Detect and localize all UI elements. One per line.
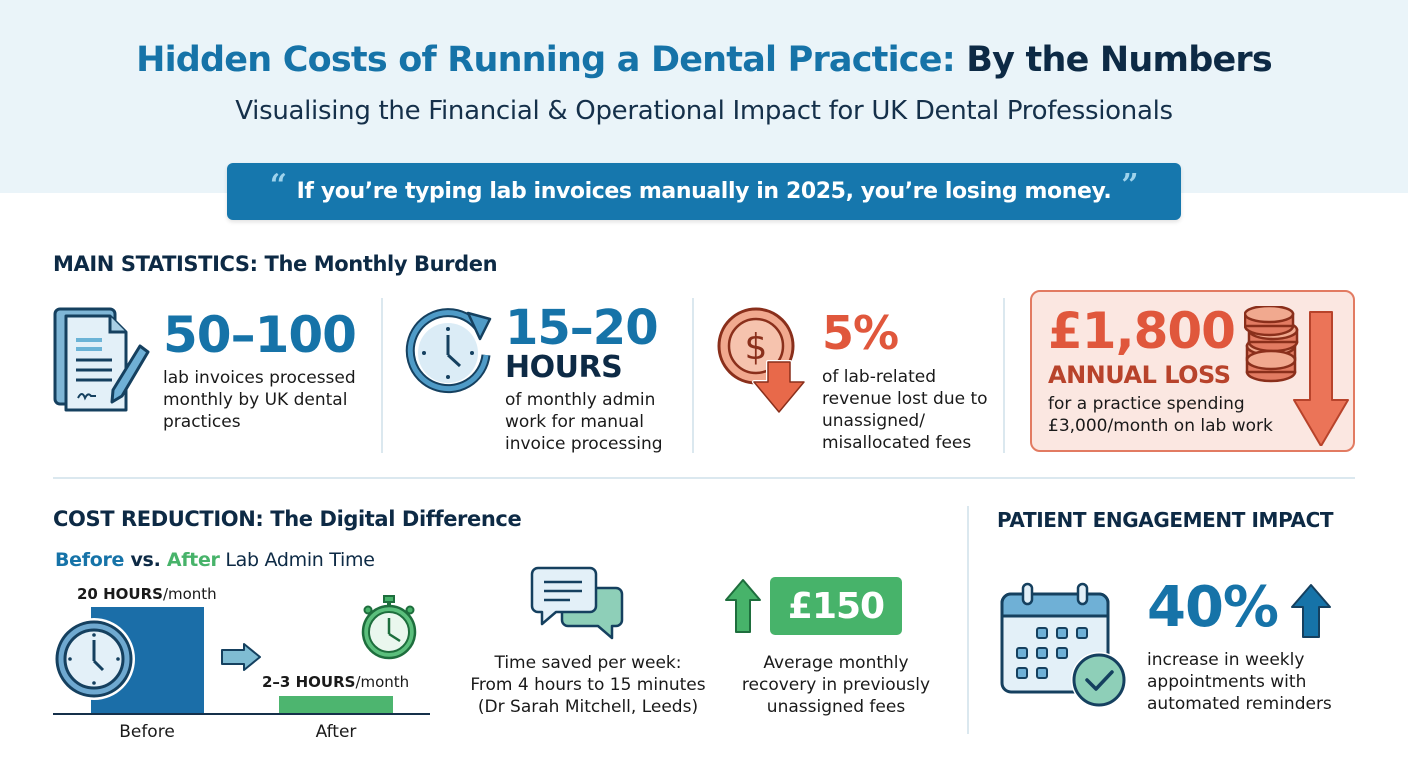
after-bar bbox=[279, 696, 393, 714]
arrow-up-icon bbox=[725, 579, 761, 633]
main-statistics-heading: MAIN STATISTICS: The Monthly Burden bbox=[53, 252, 498, 276]
svg-text:$: $ bbox=[745, 327, 768, 368]
divider bbox=[692, 298, 694, 453]
dollar-coin-down-icon: $ bbox=[717, 307, 806, 414]
coins-stack-down-icon bbox=[1244, 306, 1349, 446]
chart-title: Before vs. After Lab Admin Time bbox=[55, 549, 375, 571]
title-part-1: Hidden Costs of Running a Dental Practic… bbox=[136, 40, 956, 80]
chart-title-after: After bbox=[166, 549, 220, 571]
chat-bubbles-icon bbox=[530, 566, 624, 640]
stopwatch-icon bbox=[361, 595, 417, 660]
before-axis-label: Before bbox=[119, 722, 175, 742]
stat-hours-description: of monthly admin work for manual invoice… bbox=[505, 390, 663, 454]
clock-icon bbox=[53, 618, 135, 700]
document-pen-icon bbox=[53, 307, 150, 412]
stat-revenue-lost-description: of lab-related revenue lost due to unass… bbox=[822, 367, 988, 453]
divider bbox=[381, 298, 383, 453]
section-divider bbox=[53, 477, 1355, 479]
stat-annual-loss-value: £1,800 bbox=[1048, 302, 1236, 360]
recovery-description: Average monthly recovery in previously u… bbox=[741, 653, 931, 717]
page-title: Hidden Costs of Running a Dental Practic… bbox=[0, 40, 1408, 80]
chart-title-rest: Lab Admin Time bbox=[219, 549, 375, 571]
time-saved-description: Time saved per week: From 4 hours to 15 … bbox=[470, 653, 706, 717]
chart-title-before: Before bbox=[55, 549, 125, 571]
stat-revenue-lost-value: 5% bbox=[822, 306, 899, 360]
calendar-check-icon bbox=[1000, 582, 1127, 708]
hero-banner bbox=[0, 0, 1408, 193]
chart-title-vs: vs. bbox=[124, 549, 167, 571]
quote-banner: “ If you’re typing lab invoices manually… bbox=[227, 163, 1181, 220]
quote-close-icon: ” bbox=[1121, 168, 1139, 203]
page-subtitle: Visualising the Financial & Operational … bbox=[235, 96, 1173, 126]
stat-hours-unit: HOURS bbox=[505, 350, 623, 385]
after-axis-label: After bbox=[315, 722, 357, 742]
chart-axis bbox=[53, 713, 430, 715]
engagement-value: 40% bbox=[1147, 575, 1279, 640]
arrow-up-icon bbox=[1291, 584, 1331, 638]
quote-text: If you’re typing lab invoices manually i… bbox=[296, 179, 1112, 204]
before-bar-value: 20 HOURS/month bbox=[77, 585, 217, 603]
title-part-2: By the Numbers bbox=[966, 40, 1272, 80]
after-bar-value: 2–3 HOURS/month bbox=[262, 673, 410, 691]
stat-invoices-value: 50–100 bbox=[163, 306, 357, 364]
annual-loss-card bbox=[1030, 290, 1355, 452]
clock-refresh-icon bbox=[405, 308, 492, 394]
patient-engagement-heading: PATIENT ENGAGEMENT IMPACT bbox=[997, 508, 1334, 532]
divider bbox=[1003, 298, 1005, 453]
arrow-right-icon bbox=[221, 643, 261, 671]
engagement-description: increase in weekly appointments with aut… bbox=[1147, 650, 1332, 714]
quote-open-icon: “ bbox=[269, 168, 287, 203]
recovery-value-badge: £150 bbox=[770, 577, 902, 635]
cost-reduction-heading: COST REDUCTION: The Digital Difference bbox=[53, 507, 522, 531]
stat-annual-loss-description: for a practice spending £3,000/month on … bbox=[1048, 394, 1273, 436]
stat-annual-loss-unit: ANNUAL LOSS bbox=[1048, 361, 1231, 389]
stat-invoices-description: lab invoices processed monthly by UK den… bbox=[163, 368, 356, 432]
stat-hours-value: 15–20 bbox=[505, 300, 659, 356]
divider bbox=[967, 506, 969, 734]
